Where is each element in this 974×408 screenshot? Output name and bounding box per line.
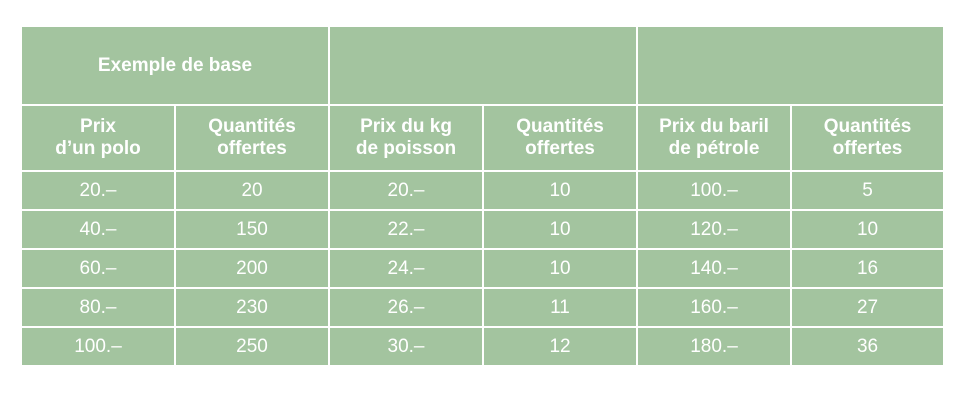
table-row: 40.– 150 22.– 10 120.– 10 bbox=[20, 209, 946, 250]
table-cell: 140.– bbox=[636, 248, 793, 289]
table-cell: 5 bbox=[790, 170, 946, 211]
table-cell: 11 bbox=[482, 287, 639, 328]
table-row: 20.– 20 20.– 10 100.– 5 bbox=[20, 170, 946, 211]
table-cell: 27 bbox=[790, 287, 946, 328]
column-header-row: Prix d’un polo Quantités offertes Prix du … bbox=[20, 104, 946, 172]
table-cell: 180.– bbox=[636, 326, 793, 367]
table-cell: 60.– bbox=[20, 248, 176, 289]
table-cell: 200 bbox=[173, 248, 331, 289]
table-row: 100.– 250 30.– 12 180.– 36 bbox=[20, 326, 946, 367]
table-cell: 40.– bbox=[20, 209, 176, 250]
table-cell: 80.– bbox=[20, 287, 176, 328]
supply-table: Exemple de base Prix d’un polo Quantités o… bbox=[19, 25, 946, 367]
group-title: Exemple de base bbox=[97, 54, 253, 76]
group-header-row: Exemple de base bbox=[19, 25, 946, 106]
table-cell: 10 bbox=[790, 209, 946, 250]
table-cell: 100.– bbox=[636, 170, 793, 211]
column-header: Prix d’un polo bbox=[20, 104, 176, 172]
table-cell: 26.– bbox=[328, 287, 485, 328]
table-cell: 36 bbox=[790, 326, 946, 367]
table-cell: 24.– bbox=[328, 248, 485, 289]
column-header: Quantités offertes bbox=[790, 104, 946, 172]
table-cell: 10 bbox=[482, 209, 639, 250]
table-cell: 20.– bbox=[328, 170, 485, 211]
column-header: Quantités offertes bbox=[173, 104, 331, 172]
table-row: 60.– 200 24.– 10 140.– 16 bbox=[20, 248, 946, 289]
table-cell: 12 bbox=[482, 326, 639, 367]
table-cell: 100.– bbox=[20, 326, 176, 367]
table-cell: 250 bbox=[173, 326, 331, 367]
table-cell: 22.– bbox=[328, 209, 485, 250]
group-cell-poisson bbox=[328, 25, 639, 106]
table-cell: 10 bbox=[482, 248, 639, 289]
table-cell: 150 bbox=[173, 209, 331, 250]
table-cell: 20.– bbox=[20, 170, 176, 211]
table-cell: 10 bbox=[482, 170, 639, 211]
column-header: Quantités offertes bbox=[482, 104, 639, 172]
table-row: 80.– 230 26.– 11 160.– 27 bbox=[20, 287, 946, 328]
table-cell: 20 bbox=[173, 170, 331, 211]
table-cell: 120.– bbox=[636, 209, 793, 250]
table-cell: 160.– bbox=[636, 287, 793, 328]
table-cell: 230 bbox=[173, 287, 331, 328]
table-cell: 30.– bbox=[328, 326, 485, 367]
group-cell-petrole bbox=[636, 25, 946, 106]
table-cell: 16 bbox=[790, 248, 946, 289]
column-header: Prix du kg de poisson bbox=[328, 104, 485, 172]
group-cell-polo: Exemple de base bbox=[19, 25, 331, 106]
column-header: Prix du baril de pétrole bbox=[636, 104, 793, 172]
